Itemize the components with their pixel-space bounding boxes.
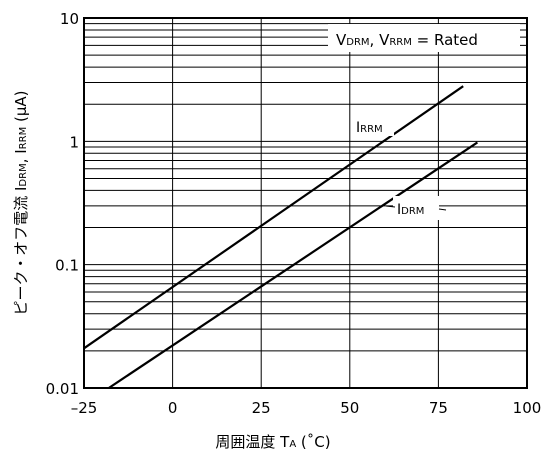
x-tick-label-0: –25 (71, 399, 98, 417)
x-tick-label-4: 75 (429, 399, 448, 417)
y-tick-labels: 0.01 0.1 1 10 (46, 10, 79, 398)
x-tick-label-2: 25 (252, 399, 271, 417)
x-tick-label-5: 100 (513, 399, 542, 417)
series-label-bg-idrm (393, 196, 439, 220)
series-line-irrm (83, 85, 464, 350)
y-tick-label-3: 10 (60, 10, 79, 28)
series-label-bg-irrm (352, 114, 394, 136)
y-tick-label-2: 1 (69, 133, 79, 151)
series-label-idrm: IDRM (397, 202, 424, 218)
y-tick-label-1: 0.1 (55, 257, 79, 275)
plot-frame (83, 17, 528, 389)
series-layer (83, 85, 479, 389)
series-labels: IRRM IDRM (352, 114, 447, 220)
legend-text: VDRM, VRRM = Rated (336, 31, 478, 49)
x-axis-title: 周囲温度 TA (˚C) (215, 433, 330, 451)
legend-box (328, 24, 520, 52)
series-line-idrm (108, 141, 479, 389)
y-tick-label-0: 0.01 (46, 380, 79, 398)
series-leader-idrm-tail (438, 208, 447, 211)
series-label-irrm: IRRM (356, 120, 383, 136)
x-tick-label-1: 0 (168, 399, 178, 417)
y-axis-title: ピーク・オフ電流 IDRM, IRRM (μA) (12, 91, 30, 316)
x-tick-labels: –25 0 25 50 75 100 (71, 399, 542, 417)
series-leader-idrm (385, 205, 396, 208)
legend: VDRM, VRRM = Rated (328, 24, 520, 52)
x-tick-label-3: 50 (340, 399, 359, 417)
